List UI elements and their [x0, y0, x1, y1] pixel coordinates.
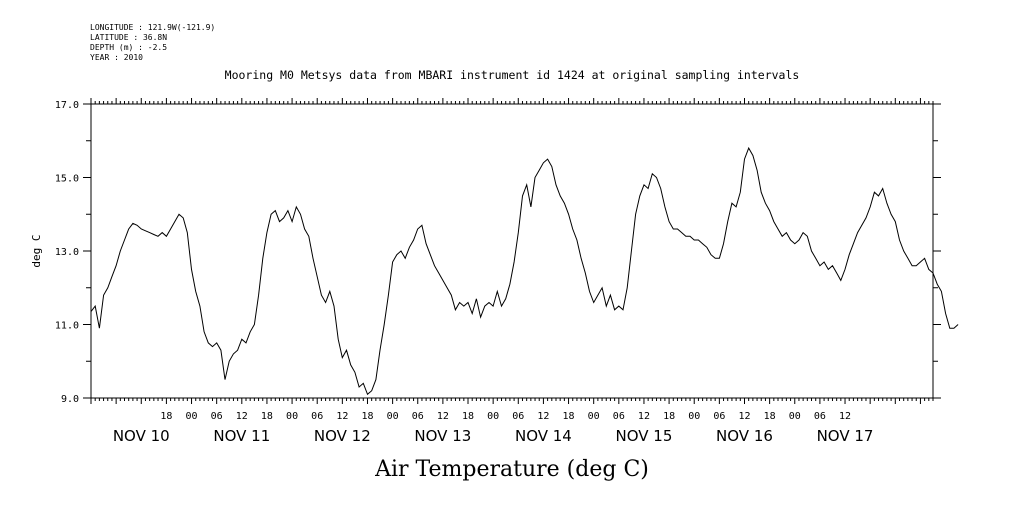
x-hour-tick-label: 12	[236, 411, 248, 422]
x-axis-label: Air Temperature (deg C)	[374, 457, 649, 482]
x-hour-tick-label: 18	[261, 411, 273, 422]
y-tick-label: 13.0	[55, 247, 79, 258]
x-date-label: NOV 14	[515, 427, 572, 445]
x-hour-tick-label: 06	[512, 411, 524, 422]
x-hour-tick-label: 00	[387, 411, 399, 422]
x-hour-tick-label: 00	[688, 411, 700, 422]
x-hour-tick-label: 00	[286, 411, 298, 422]
x-hour-tick-label: 12	[738, 411, 750, 422]
x-hour-tick-label: 06	[211, 411, 223, 422]
x-hour-tick-label: 00	[186, 411, 198, 422]
x-date-label: NOV 11	[213, 427, 270, 445]
x-hour-tick-label: 06	[713, 411, 725, 422]
x-hour-tick-label: 12	[336, 411, 348, 422]
x-hour-tick-label: 06	[412, 411, 424, 422]
x-date-labels: NOV 10 NOV 11 NOV 12 NOV 13 NOV 14 NOV 15 NOV …	[113, 427, 874, 445]
chart-title: Mooring M0 Metsys data from MBARI instru…	[225, 68, 800, 82]
depth-label: DEPTH (m) : -2.5	[90, 43, 167, 52]
y-tick-labels: 9.0 11.0 13.0 15.0 17.0	[55, 100, 79, 405]
axis-ticks	[83, 98, 941, 404]
x-date-label: NOV 13	[414, 427, 471, 445]
y-axis-label: deg C	[30, 234, 43, 267]
x-date-label: NOV 12	[314, 427, 371, 445]
latitude-label: LATITUDE : 36.8N	[90, 33, 167, 42]
x-hour-tick-label: 18	[361, 411, 373, 422]
y-tick-label: 17.0	[55, 100, 79, 111]
x-hour-tick-label: 00	[487, 411, 499, 422]
x-hour-tick-label: 00	[789, 411, 801, 422]
x-hour-tick-label: 12	[839, 411, 851, 422]
x-date-label: NOV 15	[616, 427, 673, 445]
longitude-label: LONGITUDE : 121.9W(-121.9)	[90, 23, 215, 32]
y-tick-label: 15.0	[55, 174, 79, 185]
year-label: YEAR : 2010	[90, 53, 143, 62]
x-hour-tick-labels: 18 00 06 12 18 00 06 12 18 00 06 12 18 00 06 12 18 00 06 12…	[160, 411, 851, 422]
x-date-label: NOV 10	[113, 427, 170, 445]
x-hour-tick-label: 18	[160, 411, 172, 422]
x-hour-tick-label: 00	[588, 411, 600, 422]
x-hour-tick-label: 06	[613, 411, 625, 422]
x-hour-tick-label: 12	[437, 411, 449, 422]
x-hour-tick-label: 18	[563, 411, 575, 422]
x-hour-tick-label: 06	[814, 411, 826, 422]
plot-frame	[90, 103, 934, 399]
x-date-label: NOV 16	[716, 427, 773, 445]
x-hour-tick-label: 12	[638, 411, 650, 422]
x-hour-tick-label: 06	[311, 411, 323, 422]
x-hour-tick-label: 18	[462, 411, 474, 422]
x-hour-tick-label: 18	[764, 411, 776, 422]
x-date-label: NOV 17	[817, 427, 874, 445]
y-tick-label: 9.0	[61, 394, 79, 405]
y-tick-label: 11.0	[55, 321, 79, 332]
x-hour-tick-label: 12	[537, 411, 549, 422]
x-hour-tick-label: 18	[663, 411, 675, 422]
series-line-air-temperature	[90, 146, 959, 396]
